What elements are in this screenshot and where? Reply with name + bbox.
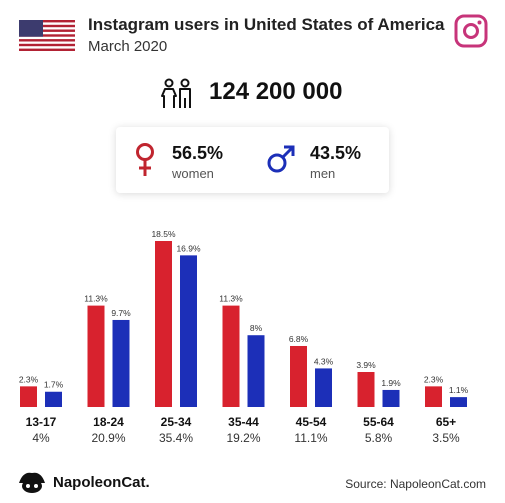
data-label: 16.9% [176,243,201,253]
category-share: 3.5% [432,431,460,445]
data-label: 2.3% [424,374,444,384]
chart-subtitle: March 2020 [88,38,168,55]
data-label: 2.3% [19,374,39,384]
bar-women-55-64 [357,372,375,407]
category-share: 4% [32,431,50,445]
gender-split-card: 56.5% women 43.5% men [116,127,389,193]
data-label: 18.5% [151,229,176,239]
users-count: 124 200 000 [209,78,343,105]
category-share: 20.9% [91,431,125,445]
bar-men-25-34 [180,255,197,407]
data-label: 3.9% [356,360,376,370]
male-symbol-icon [267,145,295,173]
data-label: 8% [250,323,263,333]
category-label: 25-34 [161,415,192,429]
men-label: men [310,166,336,181]
bar-women-35-44 [222,305,240,407]
source-note: Source: NapoleonCat.com [345,477,486,491]
data-label: 1.9% [381,378,401,388]
bar-men-18-24 [112,319,130,407]
bar-women-13-17 [20,386,37,407]
data-label: 1.7% [44,380,64,390]
bar-men-65+ [450,397,467,407]
women-percent: 56.5% [172,143,224,163]
brand-name: NapoleonCat. [53,474,150,491]
category-label: 18-24 [93,415,124,429]
men-percent: 43.5% [310,143,362,163]
header: Instagram users in United States of Amer… [0,0,505,70]
bar-men-55-64 [382,389,400,407]
category-label: 35-44 [228,415,259,429]
category-label: 65+ [436,415,456,429]
age-gender-bar-chart: 2.3%1.7%13-174%11.3%9.7%18-2420.9%18.5%1… [19,229,469,445]
category-share: 11.1% [294,431,327,445]
bar-men-13-17 [45,391,62,407]
category-share: 19.2% [226,431,260,445]
data-label: 9.7% [111,308,131,318]
female-symbol-icon [136,143,154,176]
category-label: 13-17 [26,415,57,429]
data-label: 1.1% [449,385,469,395]
bar-women-25-34 [155,241,172,407]
total-users: 124 200 000 [160,76,420,112]
bar-women-45-54 [290,345,307,407]
bar-women-65+ [425,386,442,407]
bar-women-18-24 [87,305,105,407]
napoleoncat-logo-icon [19,472,45,493]
usa-flag-icon [19,20,75,51]
data-label: 11.3% [219,294,243,304]
chart-title: Instagram users in United States of Amer… [88,15,445,34]
bar-men-45-54 [315,368,332,407]
data-label: 6.8% [289,334,309,344]
category-label: 45-54 [296,415,327,429]
category-share: 5.8% [365,431,393,445]
data-label: 4.3% [314,356,334,366]
people-icon [161,78,191,108]
category-label: 55-64 [363,415,394,429]
category-share: 35.4% [159,431,193,445]
instagram-icon [454,14,488,48]
bar-men-35-44 [247,335,265,407]
data-label: 11.3% [84,294,108,304]
women-label: women [172,166,214,181]
